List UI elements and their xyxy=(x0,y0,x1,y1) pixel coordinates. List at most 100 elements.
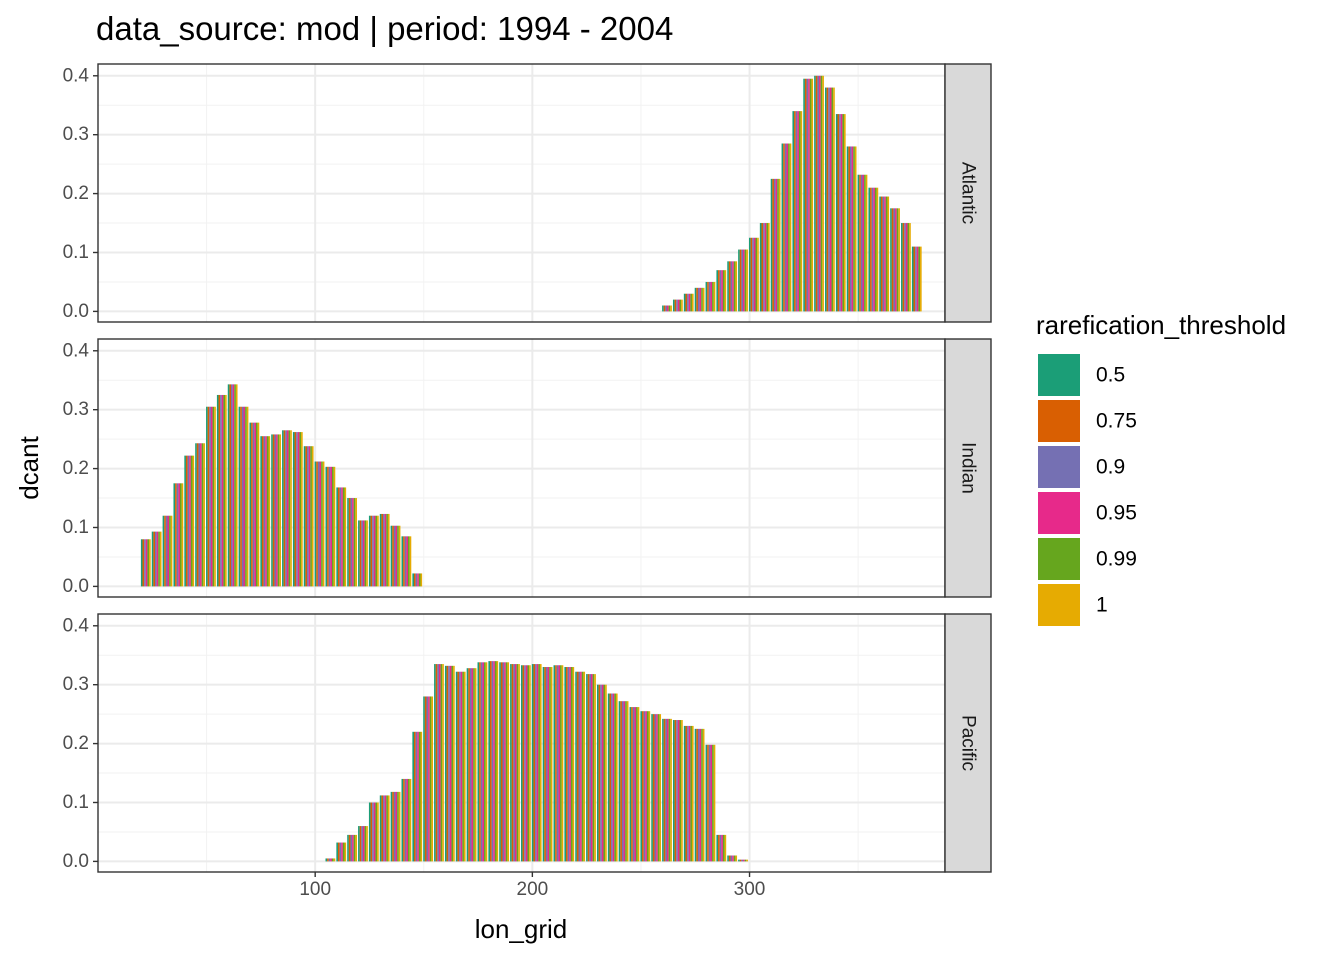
x-axis: 100 200 300 xyxy=(299,872,765,900)
bar xyxy=(372,515,374,587)
bar xyxy=(434,664,436,862)
bar xyxy=(350,834,353,862)
bar xyxy=(611,693,613,862)
bar xyxy=(670,718,672,862)
bar xyxy=(755,237,758,312)
bar xyxy=(569,667,571,862)
bar xyxy=(744,249,747,312)
bar xyxy=(332,858,334,862)
bar xyxy=(491,661,494,862)
bar xyxy=(612,693,615,862)
bar xyxy=(444,665,447,862)
bar xyxy=(352,834,354,862)
bar xyxy=(485,662,488,862)
bar xyxy=(676,299,678,312)
bar xyxy=(727,855,729,862)
bar xyxy=(359,520,362,587)
bar xyxy=(690,725,692,862)
bar xyxy=(347,498,349,587)
bar xyxy=(348,834,351,862)
bar xyxy=(862,174,865,312)
bar xyxy=(198,443,201,587)
bar xyxy=(336,842,338,862)
bar xyxy=(707,744,709,862)
bar xyxy=(561,665,564,862)
legend-items: 0.5 0.75 0.9 0.95 0.99 1 xyxy=(1038,354,1137,626)
bar xyxy=(738,859,740,862)
legend-label: 0.99 xyxy=(1096,548,1137,571)
bar xyxy=(479,662,481,862)
bar xyxy=(229,384,232,587)
bar xyxy=(200,443,202,587)
bar xyxy=(835,114,838,312)
bar xyxy=(401,536,404,587)
bar xyxy=(507,662,510,862)
bar xyxy=(656,714,658,862)
bar xyxy=(272,434,275,587)
panel-pacific: Pacific 0.0 0.1 0.2 0.3 0.4 xyxy=(63,613,992,873)
bar xyxy=(911,246,914,312)
bar xyxy=(355,834,357,862)
bar xyxy=(566,667,568,862)
bar xyxy=(840,114,843,312)
bar xyxy=(499,662,501,862)
bar xyxy=(864,174,866,312)
legend-item: 0.99 xyxy=(1038,538,1137,580)
bar xyxy=(712,281,714,312)
bar xyxy=(560,665,562,862)
bar xyxy=(420,573,423,587)
bar xyxy=(732,261,734,312)
bar xyxy=(390,791,393,862)
bar xyxy=(811,78,814,312)
bar xyxy=(643,711,646,862)
bar xyxy=(691,725,694,862)
bar xyxy=(728,855,731,862)
bar xyxy=(525,665,528,862)
bar xyxy=(767,223,770,312)
bar xyxy=(413,731,416,862)
bar xyxy=(332,466,334,587)
bar xyxy=(325,466,328,587)
bar xyxy=(417,731,419,862)
bar xyxy=(710,744,713,862)
bar xyxy=(140,539,143,587)
legend-item: 0.75 xyxy=(1038,400,1137,442)
legend-swatch xyxy=(1038,400,1080,442)
x-axis-title: lon_grid xyxy=(475,914,568,944)
bar xyxy=(739,859,742,862)
bar xyxy=(716,270,719,312)
y-tick-label: 0.1 xyxy=(63,517,89,538)
bar xyxy=(694,287,697,312)
bar xyxy=(567,667,570,862)
bar xyxy=(662,718,664,862)
bar xyxy=(263,436,266,587)
bar xyxy=(539,664,542,862)
bar xyxy=(783,143,785,312)
bar xyxy=(453,665,455,862)
bar xyxy=(337,487,340,587)
bar xyxy=(175,483,177,587)
bar xyxy=(826,87,829,312)
bar xyxy=(730,261,733,312)
bar xyxy=(342,842,345,862)
bar xyxy=(176,483,179,587)
bar xyxy=(637,707,640,862)
bar xyxy=(260,436,262,587)
bar xyxy=(274,434,277,587)
bar xyxy=(216,394,219,587)
bar xyxy=(825,87,827,312)
bar xyxy=(514,664,517,862)
bar xyxy=(743,859,745,862)
legend-swatch xyxy=(1038,354,1080,396)
bar xyxy=(576,671,579,862)
bar xyxy=(626,701,629,862)
bar xyxy=(752,237,754,312)
bar xyxy=(373,802,376,862)
bar xyxy=(746,859,748,862)
bar xyxy=(249,422,252,587)
bar xyxy=(383,513,385,587)
bar xyxy=(743,249,745,312)
bar xyxy=(178,483,180,587)
bar xyxy=(265,436,267,587)
